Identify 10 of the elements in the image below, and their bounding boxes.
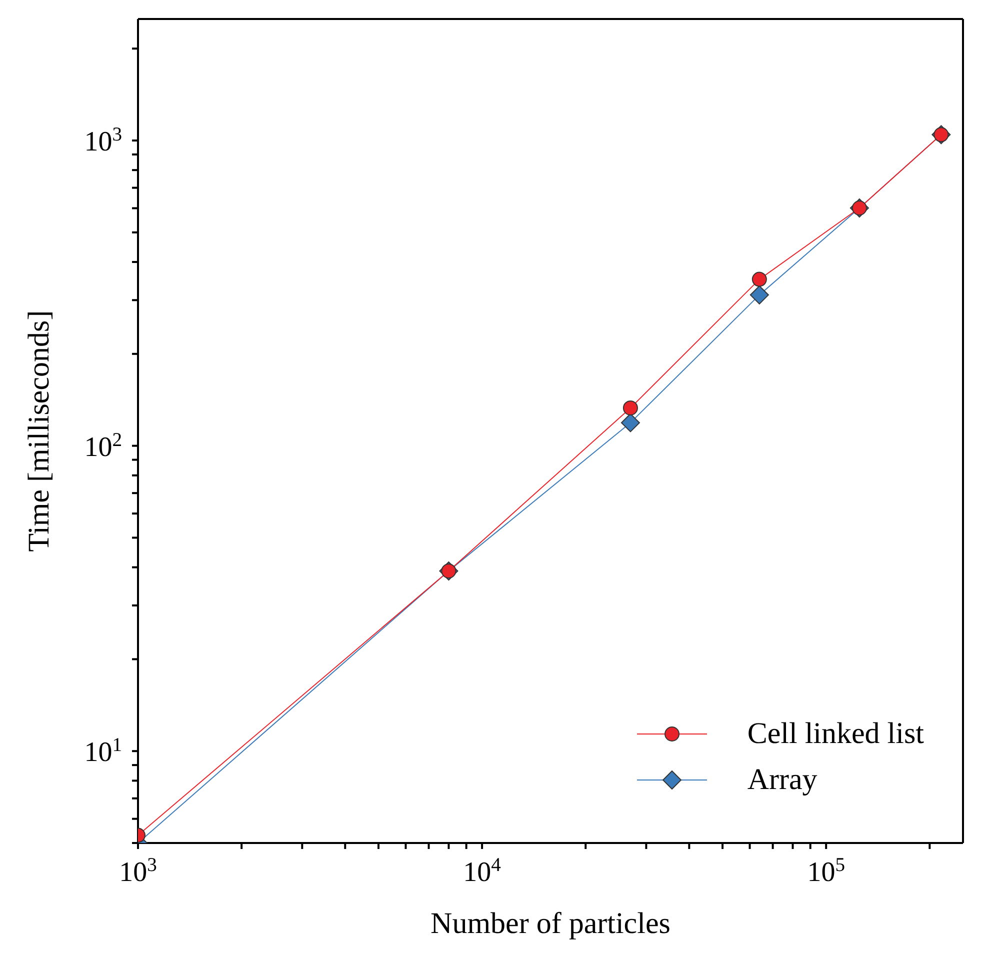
y-tick-label: 10$^{3}$: [84, 124, 122, 158]
x-tick-label: 10$^{3}$: [119, 854, 158, 888]
legend-label: Array: [747, 763, 818, 797]
x-tick-label: 10$^{4}$: [463, 854, 502, 888]
x-tick-label: 10$^{5}$: [807, 854, 846, 888]
y-tick-label: 10$^{2}$: [84, 429, 122, 463]
x-axis-title: Number of particles: [430, 907, 670, 940]
y-tick-label: 10$^{1}$: [84, 734, 122, 768]
legend-label: Cell linked list: [747, 717, 924, 751]
y-axis-title: Time [milliseconds]: [22, 310, 56, 552]
